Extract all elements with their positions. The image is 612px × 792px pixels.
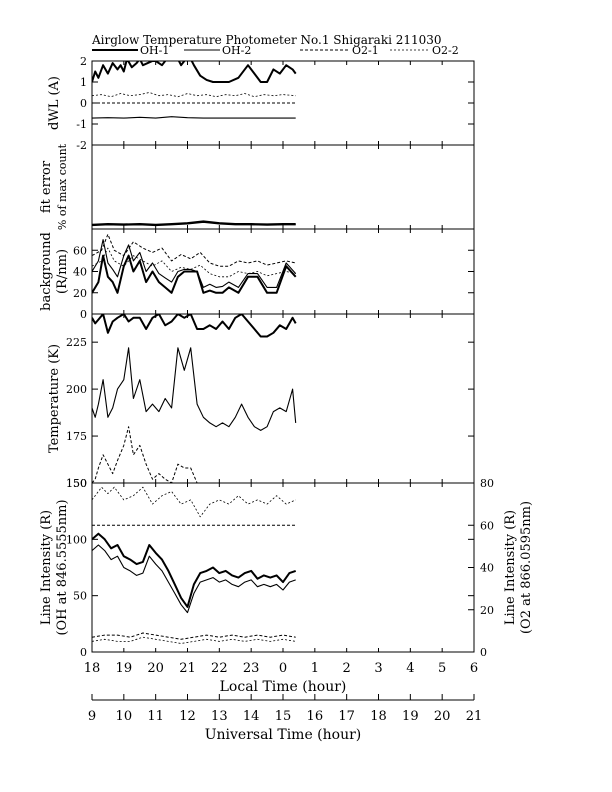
x-tick-label-local: 19 xyxy=(116,661,133,676)
x-tick-label-local: 21 xyxy=(179,661,196,676)
y2-axis-label: Line Intensity (R) xyxy=(503,510,518,625)
x-tick-label-local: 20 xyxy=(147,661,164,676)
panel-3: 150 175 200 225 Temperature (K) xyxy=(47,313,475,490)
y2-tick-label: 60 xyxy=(480,519,494,532)
series-line-oh-1 xyxy=(92,61,297,83)
y-tick-label: 150 xyxy=(66,477,87,490)
series-line-o2-2 xyxy=(92,247,296,278)
y-tick-label: 150 xyxy=(66,477,87,490)
y-tick-label: 60 xyxy=(73,244,87,257)
series-line-oh-1 xyxy=(92,220,296,226)
x-axis-label-ut: Universal Time (hour) xyxy=(205,727,362,743)
series-line-oh-1 xyxy=(92,314,297,338)
y-tick-label: 2 xyxy=(80,55,87,68)
y2-tick-label: 20 xyxy=(480,604,494,617)
chart-panels: -2 -1 0 1 2 dWL (A) fit error% of max count 0 20… xyxy=(39,55,534,659)
x-tick-label-local: 18 xyxy=(84,661,101,676)
y-tick-label: 40 xyxy=(73,266,87,279)
x-tick-label-ut: 14 xyxy=(243,709,260,724)
series-line-o2-2 xyxy=(92,92,296,98)
y-axis-label-2: (R/nm) xyxy=(55,249,70,294)
x-tick-label-ut: 16 xyxy=(307,709,324,724)
series-line-oh-2 xyxy=(92,221,296,227)
y2-tick-label: 40 xyxy=(480,562,494,575)
x-tick-label-local: 4 xyxy=(406,661,414,676)
x-tick-label-ut: 20 xyxy=(434,709,451,724)
chart-legend: OH-1 OH-2 O2-1 O2-2 xyxy=(92,44,459,57)
legend-label-oh-2: OH-2 xyxy=(222,44,251,57)
series-line-o2-1 xyxy=(92,233,296,267)
panel-1: fit error% of max count xyxy=(39,143,475,230)
y-tick-label: 0 xyxy=(80,646,87,659)
y2-axis-label-2: (O2 at 866.0595nm) xyxy=(519,501,534,634)
y-tick-label: -2 xyxy=(76,139,87,152)
x-tick-label-ut: 9 xyxy=(88,709,96,724)
series-line-o2-2 xyxy=(92,486,296,518)
y-tick-label: 225 xyxy=(66,336,87,349)
x-tick-label-ut: 19 xyxy=(402,709,419,724)
y-axis-label: fit error xyxy=(39,160,54,213)
series-line-oh-2 xyxy=(92,544,296,614)
x-axis-label-local: Local Time (hour) xyxy=(220,679,347,695)
x-tick-label-ut: 13 xyxy=(211,709,228,724)
y-axis-label: dWL (A) xyxy=(47,76,62,130)
x-tick-label-ut: 10 xyxy=(116,709,133,724)
y-axis-label-2: % of max count xyxy=(56,143,69,230)
series-line-o2-1 xyxy=(92,426,198,483)
chart-title: Airglow Temperature Photometer No.1 Shig… xyxy=(91,33,442,47)
legend-label-oh-1: OH-1 xyxy=(140,44,169,57)
y-axis-label: background xyxy=(39,232,54,311)
y-axis-label: Line Intensity (R) xyxy=(39,510,54,625)
series-line-o2-3 xyxy=(92,632,296,640)
x-tick-label-ut: 21 xyxy=(466,709,483,724)
y-tick-label: 175 xyxy=(66,430,87,443)
y-tick-label: -1 xyxy=(76,118,87,131)
x-tick-label-ut: 12 xyxy=(179,709,196,724)
y-axis-label: Temperature (K) xyxy=(47,344,62,453)
y-axis-label-2: (OH at 846.5555nm) xyxy=(55,499,70,635)
x-tick-label-local: 0 xyxy=(279,661,287,676)
panel-frame xyxy=(91,482,475,653)
x-tick-label-local: 23 xyxy=(243,661,260,676)
y-tick-label: 200 xyxy=(66,383,87,396)
series-line-oh-2 xyxy=(92,116,296,119)
x-tick-label-local: 22 xyxy=(211,661,228,676)
series-line-o2-4 xyxy=(92,636,296,644)
x-tick-label-local: 6 xyxy=(470,661,478,676)
x-tick-label-ut: 15 xyxy=(275,709,292,724)
series-line-oh-2 xyxy=(92,239,297,288)
x-tick-label-local: 3 xyxy=(374,661,382,676)
x-tick-label-local: 2 xyxy=(343,661,351,676)
y2-tick-label: 80 xyxy=(480,477,494,490)
x-tick-label-ut: 18 xyxy=(370,709,387,724)
y-tick-label: 0 xyxy=(80,308,87,321)
legend-label-o2-1: O2-1 xyxy=(352,44,379,57)
y-tick-label: 0 xyxy=(80,97,87,110)
y-tick-label: 1 xyxy=(80,76,87,89)
panel-0: -2 -1 0 1 2 dWL (A) xyxy=(47,55,475,152)
x-tick-label-ut: 11 xyxy=(147,709,164,724)
x-tick-label-ut: 17 xyxy=(338,709,355,724)
x-tick-label-local: 1 xyxy=(311,661,319,676)
y2-tick-label: 0 xyxy=(480,646,487,659)
series-line-oh-2 xyxy=(92,347,297,431)
panel-frame xyxy=(91,144,475,230)
y-tick-label: 20 xyxy=(73,287,87,300)
y-tick-label: 100 xyxy=(66,533,87,546)
y-tick-label: 50 xyxy=(73,590,87,603)
panel-2: 0 20 40 60 background (R/nm) xyxy=(39,228,475,321)
series-line-oh-1 xyxy=(92,254,297,294)
x-tick-label-local: 5 xyxy=(438,661,446,676)
legend-label-o2-2: O2-2 xyxy=(432,44,459,57)
panel-frame xyxy=(91,313,475,484)
series-line-oh-1 xyxy=(92,532,297,608)
